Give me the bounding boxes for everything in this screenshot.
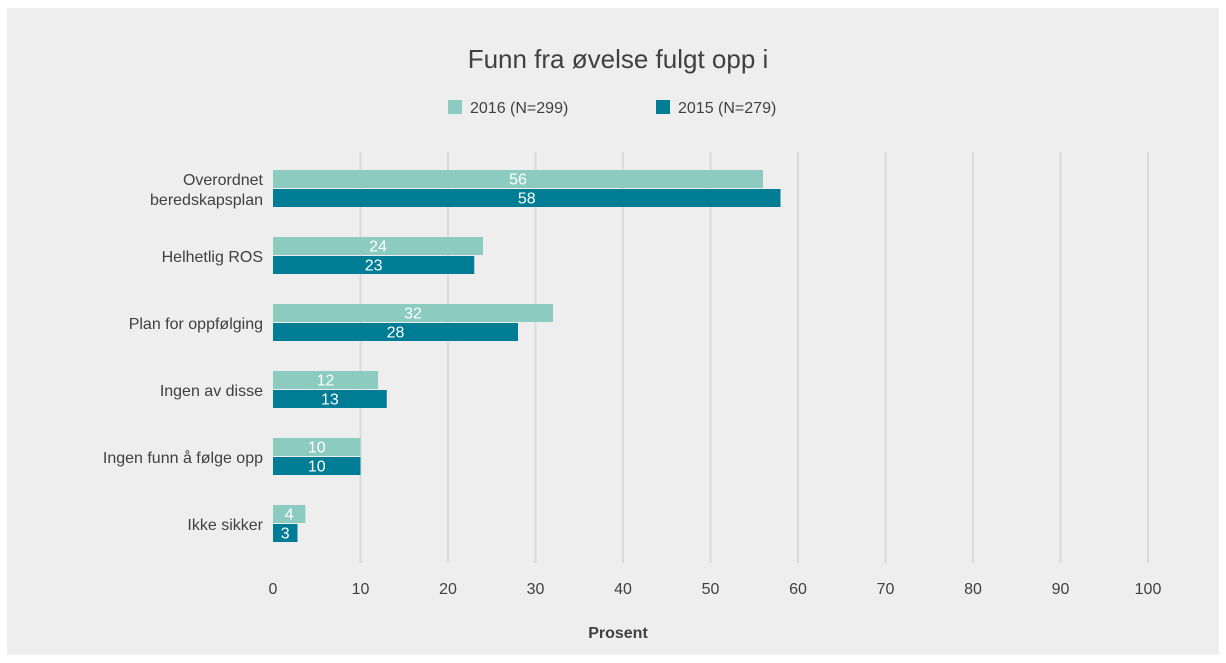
legend-label: 2016 (N=299) bbox=[470, 100, 568, 117]
bar-s1 bbox=[273, 170, 763, 188]
chart-title: Funn fra øvelse fulgt opp i bbox=[468, 44, 769, 74]
chart-frame: Funn fra øvelse fulgt opp i 2016 (N=299)… bbox=[7, 8, 1219, 655]
bar-value-label: 28 bbox=[387, 325, 405, 342]
x-tick-label: 60 bbox=[789, 581, 807, 598]
bar-s1 bbox=[273, 304, 553, 322]
bar-s2 bbox=[273, 256, 475, 274]
x-tick-label: 0 bbox=[269, 581, 278, 598]
legend-label: 2015 (N=279) bbox=[678, 100, 776, 117]
bar-value-label: 4 bbox=[285, 507, 294, 524]
bars: 56 58 24 23 32 28 12 13 10 10 4 3 bbox=[273, 170, 781, 543]
bar-s2 bbox=[273, 457, 361, 475]
bar-value-label: 13 bbox=[321, 392, 339, 409]
legend-swatch bbox=[448, 100, 462, 114]
x-tick-label: 70 bbox=[877, 581, 895, 598]
x-tick-label: 40 bbox=[614, 581, 632, 598]
x-tick-label: 10 bbox=[352, 581, 370, 598]
bar-value-label: 58 bbox=[518, 191, 536, 208]
category-label: Ingen av disse bbox=[160, 383, 263, 400]
bar-s1 bbox=[273, 371, 378, 389]
x-tick-label: 20 bbox=[439, 581, 457, 598]
x-tick-label: 90 bbox=[1052, 581, 1070, 598]
bar-s2 bbox=[273, 189, 781, 207]
bar-value-label: 3 bbox=[281, 526, 290, 543]
category-label: Plan for oppfølging bbox=[129, 316, 263, 333]
bar-s2 bbox=[273, 390, 387, 408]
bar-s2 bbox=[273, 524, 298, 542]
bar-value-label: 24 bbox=[369, 239, 387, 256]
x-tick-label: 80 bbox=[964, 581, 982, 598]
x-axis-ticks: 0 10 20 30 40 50 60 70 80 90 100 bbox=[269, 581, 1162, 598]
bar-value-label: 56 bbox=[509, 172, 527, 189]
bar-value-label: 10 bbox=[308, 440, 326, 457]
x-tick-label: 100 bbox=[1135, 581, 1162, 598]
bar-s1 bbox=[273, 505, 306, 523]
bar-s2 bbox=[273, 323, 518, 341]
x-axis-title: Prosent bbox=[588, 625, 648, 642]
legend: 2016 (N=299) 2015 (N=279) bbox=[448, 100, 776, 117]
legend-swatch bbox=[656, 100, 670, 114]
bar-value-label: 10 bbox=[308, 459, 326, 476]
bar-value-label: 32 bbox=[404, 306, 422, 323]
category-label: Ingen funn å følge opp bbox=[103, 449, 263, 467]
x-tick-label: 50 bbox=[702, 581, 720, 598]
bar-value-label: 23 bbox=[365, 258, 383, 275]
category-label: Helhetlig ROS bbox=[162, 249, 263, 266]
category-label: Overordnet beredskapsplan bbox=[150, 172, 264, 209]
bar-s1 bbox=[273, 438, 361, 456]
x-tick-label: 30 bbox=[527, 581, 545, 598]
category-labels: Overordnet beredskapsplan Helhetlig ROS Pla… bbox=[103, 172, 264, 534]
bar-value-label: 12 bbox=[317, 373, 335, 390]
bar-s1 bbox=[273, 237, 483, 255]
category-label: Ikke sikker bbox=[187, 517, 263, 534]
gridlines bbox=[359, 152, 1149, 563]
bar-chart: Funn fra øvelse fulgt opp i 2016 (N=299)… bbox=[103, 44, 1162, 642]
